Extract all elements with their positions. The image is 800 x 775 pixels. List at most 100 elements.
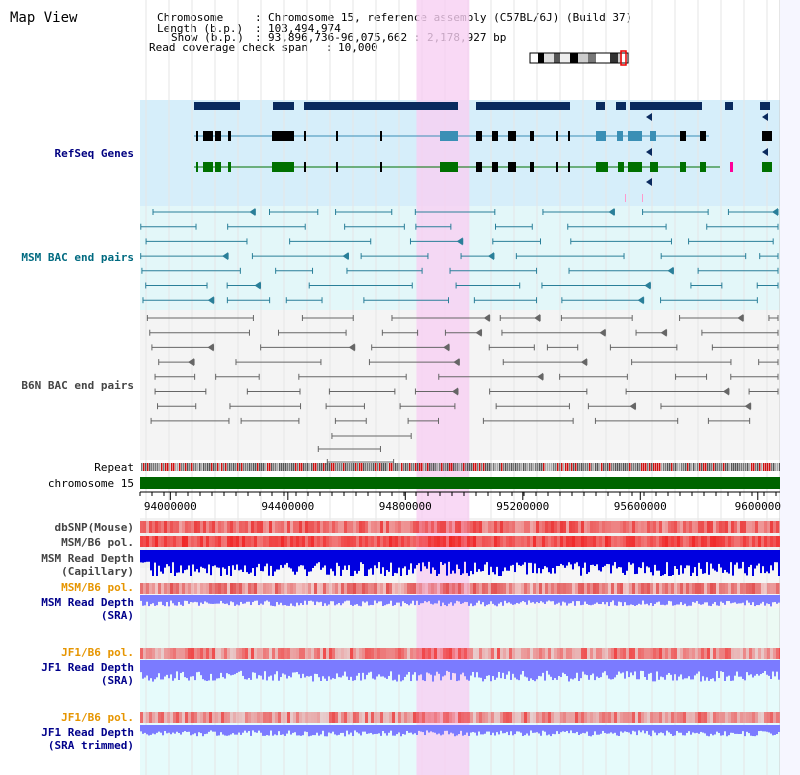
jf1-depth-sra-bar — [510, 660, 512, 680]
jf1-pol2-heat — [389, 712, 392, 723]
dbsnp-heat — [197, 521, 200, 533]
jf1-pol2-heat — [656, 712, 659, 723]
track-label-jf1-depth-sra[interactable]: JF1 Read Depth — [41, 661, 134, 674]
jf1-depth-trim-bar — [168, 725, 170, 733]
msm-depth-sra-bar — [536, 595, 538, 602]
msm-depth-cap-bar — [578, 550, 580, 567]
track-label-jf1-depth-trim[interactable]: JF1 Read Depth — [41, 726, 134, 739]
info-length-value: 103,494,974 — [268, 22, 341, 35]
jf1-depth-trim-bar — [546, 725, 548, 736]
jf1-depth-sra-bar — [188, 660, 190, 681]
jf1-depth-sra-bar — [248, 660, 250, 678]
msm-pol2-heat — [758, 583, 761, 594]
repeat-element — [577, 463, 579, 471]
jf1-depth-trim-bar — [732, 725, 734, 733]
jf1-depth-trim-bar — [442, 725, 444, 735]
b6n-bac-pair-arrow — [744, 402, 751, 411]
jf1-depth-trim-bar — [314, 725, 316, 736]
jf1-pol2-heat — [266, 712, 269, 723]
msm-pol2-heat — [383, 583, 386, 594]
track-label-msm-depth-cap[interactable]: MSM Read Depth — [41, 552, 134, 565]
jf1-depth-sra-bar — [276, 660, 278, 672]
dbsnp-heat — [167, 521, 170, 533]
msm-depth-sra-bar — [612, 595, 614, 601]
jf1-depth-trim-bar — [356, 725, 358, 733]
msm-depth-sra-bar — [378, 595, 380, 602]
axis-tick-label: 95600000 — [613, 500, 667, 513]
repeat-element — [443, 463, 445, 471]
repeat-element — [483, 463, 485, 471]
msm-depth-sra-bar — [318, 595, 320, 603]
msm-depth-sra-bar — [334, 595, 336, 606]
jf1-pol-heat — [341, 648, 344, 659]
msm-depth-sra-bar — [234, 595, 236, 606]
msm-depth-sra-bar — [256, 595, 258, 601]
jf1-pol2-heat — [689, 712, 692, 723]
msm-pol-heat — [401, 536, 404, 547]
dbsnp-heat — [764, 521, 767, 533]
repeat-element — [765, 463, 767, 471]
jf1-depth-sra-bar — [200, 660, 202, 676]
track-label-refseq[interactable]: RefSeq Genes — [54, 147, 134, 160]
jf1-pol-heat — [719, 648, 722, 659]
repeat-element — [389, 463, 391, 471]
repeat-element — [677, 463, 679, 471]
ideogram-band — [610, 53, 618, 63]
msm-depth-sra-bar — [584, 595, 586, 602]
dbsnp-heat — [704, 521, 707, 533]
track-label-dbsnp[interactable]: dbSNP(Mouse) — [54, 521, 134, 534]
msm-pol2-heat — [152, 583, 155, 594]
jf1-depth-trim-bar — [204, 725, 206, 735]
msm-depth-cap-bar — [472, 550, 474, 575]
dbsnp-heat — [680, 521, 683, 533]
b6n-bac-pair-arrow — [348, 343, 355, 352]
dbsnp-heat — [590, 521, 593, 533]
jf1-depth-trim-bar — [776, 725, 778, 735]
track-label-jf1-b6-pol-1[interactable]: JF1/B6 pol. — [61, 646, 134, 659]
jf1-depth-sra-bar — [428, 660, 430, 674]
dbsnp-heat — [440, 521, 443, 533]
jf1-pol-heat — [647, 648, 650, 659]
track-label-b6n-bac[interactable]: B6N BAC end pairs — [21, 379, 134, 392]
msm-pol2-heat — [602, 583, 605, 594]
msm-pol-heat — [716, 536, 719, 547]
track-label-msm-b6-pol-1[interactable]: MSM/B6 pol. — [61, 536, 134, 549]
jf1-pol2-heat — [341, 712, 344, 723]
jf1-depth-trim-bar — [350, 725, 352, 733]
track-label-msm-b6-pol-2[interactable]: MSM/B6 pol. — [61, 581, 134, 594]
msm-pol-heat — [467, 536, 470, 547]
msm-pol-heat — [404, 536, 407, 547]
jf1-pol2-heat — [362, 712, 365, 723]
msm-pol-heat — [434, 536, 437, 547]
msm-depth-sra-bar — [624, 595, 626, 603]
dbsnp-heat — [668, 521, 671, 533]
msm-depth-cap-bar — [178, 550, 180, 573]
track-label-msm-depth-sra[interactable]: MSM Read Depth — [41, 596, 134, 609]
jf1-pol-heat — [350, 648, 353, 659]
jf1-pol-heat — [245, 648, 248, 659]
repeat-element — [479, 463, 481, 471]
jf1-depth-trim-bar — [530, 725, 532, 731]
jf1-depth-trim-bar — [618, 725, 620, 737]
msm-pol2-heat — [590, 583, 593, 594]
repeat-element — [327, 463, 329, 471]
dbsnp-heat — [407, 521, 410, 533]
track-label-jf1-b6-pol-2[interactable]: JF1/B6 pol. — [61, 711, 134, 724]
jf1-pol-heat — [413, 648, 416, 659]
repeat-element — [339, 463, 341, 471]
msm-pol2-heat — [767, 583, 770, 594]
repeat-element — [423, 463, 425, 471]
msm-pol-heat — [707, 536, 710, 547]
jf1-depth-sra-bar — [290, 660, 292, 678]
msm-depth-cap-bar — [290, 550, 292, 569]
msm-depth-sra-bar — [632, 595, 634, 605]
msm-pol2-heat — [272, 583, 275, 594]
gene-exon — [336, 162, 338, 172]
jf1-depth-sra-bar — [708, 660, 710, 681]
jf1-pol2-heat — [425, 712, 428, 723]
jf1-pol-heat — [623, 648, 626, 659]
msm-depth-cap-bar — [522, 550, 524, 565]
track-label-msm-bac[interactable]: MSM BAC end pairs — [21, 251, 134, 264]
msm-pol-heat — [266, 536, 269, 547]
